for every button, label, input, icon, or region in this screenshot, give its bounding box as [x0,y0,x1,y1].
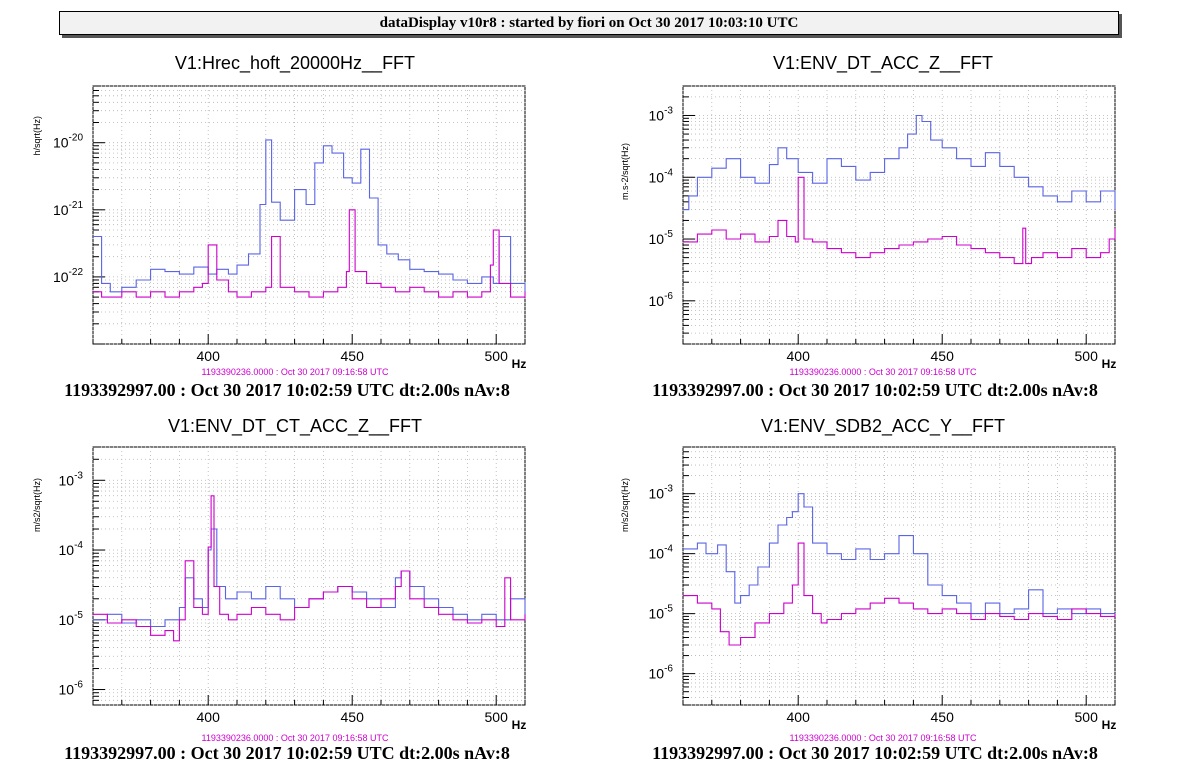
reference-timestamp: 1193390236.0000 : Oct 30 2017 09:16:58 U… [202,733,389,743]
reference-timestamp: 1193390236.0000 : Oct 30 2017 09:16:58 U… [790,367,977,377]
y-tick-label: 10-22 [53,267,83,285]
grid-lines [682,446,1116,706]
grid-lines [92,85,526,345]
reference-spectrum-line [93,209,526,298]
x-tick-label: 450 [341,348,365,364]
y-tick-label: 10-3 [649,484,674,502]
x-axis-label: Hz [512,357,527,371]
chart-panel-2: V1:ENV_DT_ACC_Z__FFT m.s-2/sqrt(Hz) 400 450… [620,53,1116,400]
chart-panel-4: V1:ENV_SDB2_ACC_Y__FFT m/s2/sqrt(Hz) 400 45… [620,416,1116,763]
reference-spectrum-line [683,176,1116,265]
y-axis-label: h/sqrt(Hz) [32,116,42,156]
plot-frame [92,85,526,345]
reference-spectrum-line [93,495,526,642]
x-tick-label: 500 [1075,709,1099,725]
y-tick-label: 10-6 [649,664,674,682]
acquisition-timestamp: 1193392997.00 : Oct 30 2017 10:02:59 UTC… [652,380,1098,400]
reference-timestamp: 1193390236.0000 : Oct 30 2017 09:16:58 U… [790,733,977,743]
current-spectrum-line [683,493,1116,617]
y-tick-label: 10-6 [59,680,84,698]
y-tick-label: 10-5 [649,604,674,622]
chart-title: V1:Hrec_hoft_20000Hz__FFT [175,53,415,74]
chart-title: V1:ENV_DT_ACC_Z__FFT [773,53,993,74]
y-tick-label: 10-3 [59,470,84,488]
y-tick-label: 10-20 [53,133,83,151]
x-axis-label: Hz [1102,718,1117,732]
x-axis-label: Hz [1102,357,1117,371]
acquisition-timestamp: 1193392997.00 : Oct 30 2017 10:02:59 UTC… [64,743,510,763]
x-tick-label: 400 [197,348,221,364]
plot-frame [92,446,526,706]
chart-title: V1:ENV_SDB2_ACC_Y__FFT [761,416,1005,437]
x-tick-label: 400 [787,348,811,364]
x-axis-label: Hz [512,718,527,732]
reference-spectrum-line [683,542,1116,646]
display-header: dataDisplay v10r8 : started by fiori on … [59,11,1119,35]
chart-panel-1: V1:Hrec_hoft_20000Hz__FFT h/sqrt(Hz) 400 45… [32,53,526,400]
chart-title: V1:ENV_DT_CT_ACC_Z__FFT [168,416,422,437]
y-tick-label: 10-4 [649,544,674,562]
x-tick-label: 450 [931,348,955,364]
y-axis-label: m.s-2/sqrt(Hz) [620,143,630,200]
y-tick-label: 10-5 [649,229,674,247]
y-tick-label: 10-21 [53,200,83,218]
x-tick-label: 500 [485,348,509,364]
x-tick-label: 400 [197,709,221,725]
x-tick-label: 400 [787,709,811,725]
chart-panel-3: V1:ENV_DT_CT_ACC_Z__FFT m/s2/sqrt(Hz) 400 4… [32,416,526,763]
acquisition-timestamp: 1193392997.00 : Oct 30 2017 10:02:59 UTC… [64,380,510,400]
y-tick-label: 10-6 [649,291,674,309]
x-tick-label: 450 [931,709,955,725]
y-tick-label: 10-5 [59,610,84,628]
plot-frame [682,446,1116,706]
current-spectrum-line [93,139,526,293]
y-axis-label: m/s2/sqrt(Hz) [620,478,630,532]
y-axis-label: m/s2/sqrt(Hz) [32,478,42,532]
acquisition-timestamp: 1193392997.00 : Oct 30 2017 10:02:59 UTC… [652,743,1098,763]
x-tick-label: 500 [485,709,509,725]
current-spectrum-line [93,528,526,628]
current-spectrum-line [683,114,1116,211]
y-tick-label: 10-3 [649,105,674,123]
x-tick-label: 500 [1075,348,1099,364]
y-tick-label: 10-4 [59,540,84,558]
y-tick-label: 10-4 [649,167,674,185]
header-title: dataDisplay v10r8 : started by fiori on … [379,14,799,31]
reference-timestamp: 1193390236.0000 : Oct 30 2017 09:16:58 U… [202,367,389,377]
x-tick-label: 450 [341,709,365,725]
